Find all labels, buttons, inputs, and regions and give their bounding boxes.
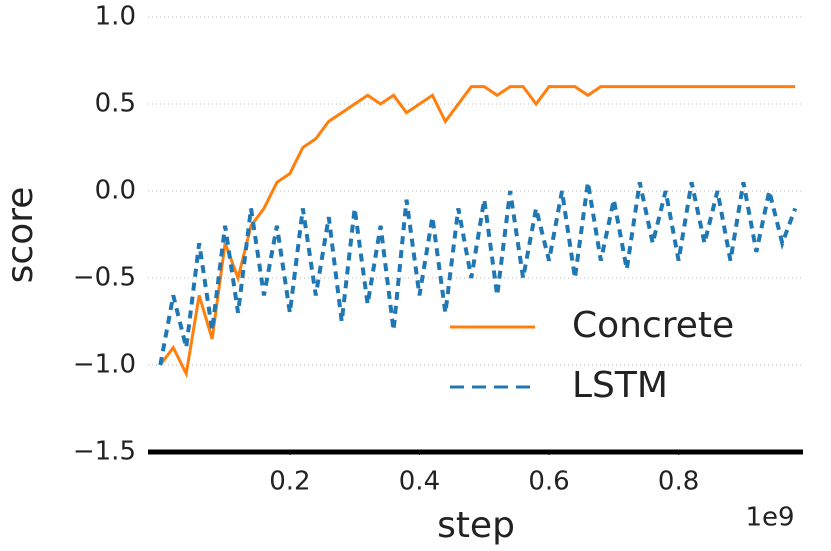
x-axis-label: step [437, 505, 515, 546]
legend-label: LSTM [572, 365, 668, 406]
y-tick-label: −0.5 [73, 263, 136, 293]
y-tick-label: −1.5 [73, 437, 136, 467]
x-tick-label: 0.4 [399, 467, 440, 497]
y-axis-label: score [0, 187, 41, 284]
x-offset-label: 1e9 [745, 503, 794, 533]
x-tick-label: 0.6 [528, 467, 569, 497]
y-tick-label: −1.0 [73, 350, 136, 380]
series-line [158, 181, 798, 366]
series-line [159, 85, 796, 379]
legend-label: Concrete [572, 305, 734, 346]
x-tick-label: 0.8 [658, 467, 699, 497]
y-tick-label: 0.5 [95, 89, 136, 119]
y-tick-label: 1.0 [95, 2, 136, 32]
y-tick-label: 0.0 [95, 176, 136, 206]
x-tick-label: 0.2 [269, 467, 310, 497]
